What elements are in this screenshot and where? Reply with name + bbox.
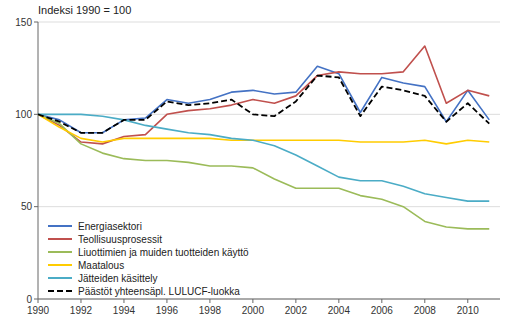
- y-tick: [34, 206, 38, 207]
- legend-label: Energiasektori: [78, 221, 142, 232]
- x-tick-label: 2006: [371, 305, 394, 316]
- x-tick: [424, 299, 425, 303]
- y-tick-label: 100: [15, 109, 32, 120]
- series-line: [38, 66, 489, 132]
- chart: Indeksi 1990 = 1000501001501990199219941…: [0, 0, 512, 323]
- x-tick: [467, 299, 468, 303]
- legend: Energiasektori Teollisuusprosessit Liuotti…: [48, 221, 249, 297]
- legend-swatch: [48, 277, 72, 279]
- x-tick: [209, 299, 210, 303]
- y-axis: 0 50 100 150: [15, 17, 500, 305]
- series-line: [38, 114, 489, 144]
- x-tick-label: 2010: [457, 305, 480, 316]
- series-line: [38, 114, 489, 201]
- grid-line: [38, 206, 500, 207]
- x-tick: [252, 299, 253, 303]
- y-tick-label: 150: [15, 17, 32, 28]
- x-axis-line: [38, 299, 500, 300]
- x-tick: [166, 299, 167, 303]
- legend-label: Maatalous: [78, 260, 124, 271]
- x-tick: [80, 299, 81, 303]
- grid-line: [38, 22, 500, 23]
- x-tick: [295, 299, 296, 303]
- x-tick-label: 1990: [27, 305, 50, 316]
- legend-swatch: [48, 251, 72, 253]
- x-tick-label: 2004: [328, 305, 351, 316]
- x-tick-label: 2008: [414, 305, 437, 316]
- x-tick-label: 1994: [113, 305, 136, 316]
- x-tick-label: 1998: [199, 305, 222, 316]
- legend-label: Jätteiden käsittely: [78, 273, 158, 284]
- legend-label: Liuottimien ja muiden tuotteiden käyttö: [78, 247, 249, 258]
- legend-label: Teollisuusprosessit: [78, 234, 162, 245]
- legend-swatch: [48, 264, 72, 266]
- legend-swatch: [48, 290, 72, 292]
- grid-line: [38, 299, 500, 300]
- legend-swatch: [48, 225, 72, 227]
- x-tick: [381, 299, 382, 303]
- x-tick-label: 1996: [156, 305, 179, 316]
- legend-swatch: [48, 238, 72, 240]
- series-line: [38, 114, 489, 229]
- series-line: [38, 46, 489, 144]
- y-tick: [34, 114, 38, 115]
- series-lines: [38, 46, 489, 229]
- series-line: [38, 76, 489, 133]
- y-tick: [34, 299, 38, 300]
- title: Indeksi 1990 = 100: [38, 4, 131, 16]
- x-tick-label: 1992: [70, 305, 93, 316]
- x-tick: [123, 299, 124, 303]
- page: {"chart_data": {"type": "line", "title":…: [0, 0, 512, 323]
- y-tick-label: 50: [21, 201, 33, 212]
- legend-label: Päästöt yhteensäpl. LULUCF-luokka: [78, 286, 240, 297]
- x-axis: 1990 1992 1994 1996 1998 2000 2002 2004 2006 2008…: [27, 299, 500, 316]
- x-tick: [38, 299, 39, 303]
- y-tick: [34, 22, 38, 23]
- x-tick-label: 2002: [285, 305, 308, 316]
- y-axis-line: [38, 22, 39, 299]
- grid-line: [38, 114, 500, 115]
- x-tick: [338, 299, 339, 303]
- x-tick-label: 2000: [242, 305, 265, 316]
- y-tick-label: 0: [26, 294, 32, 305]
